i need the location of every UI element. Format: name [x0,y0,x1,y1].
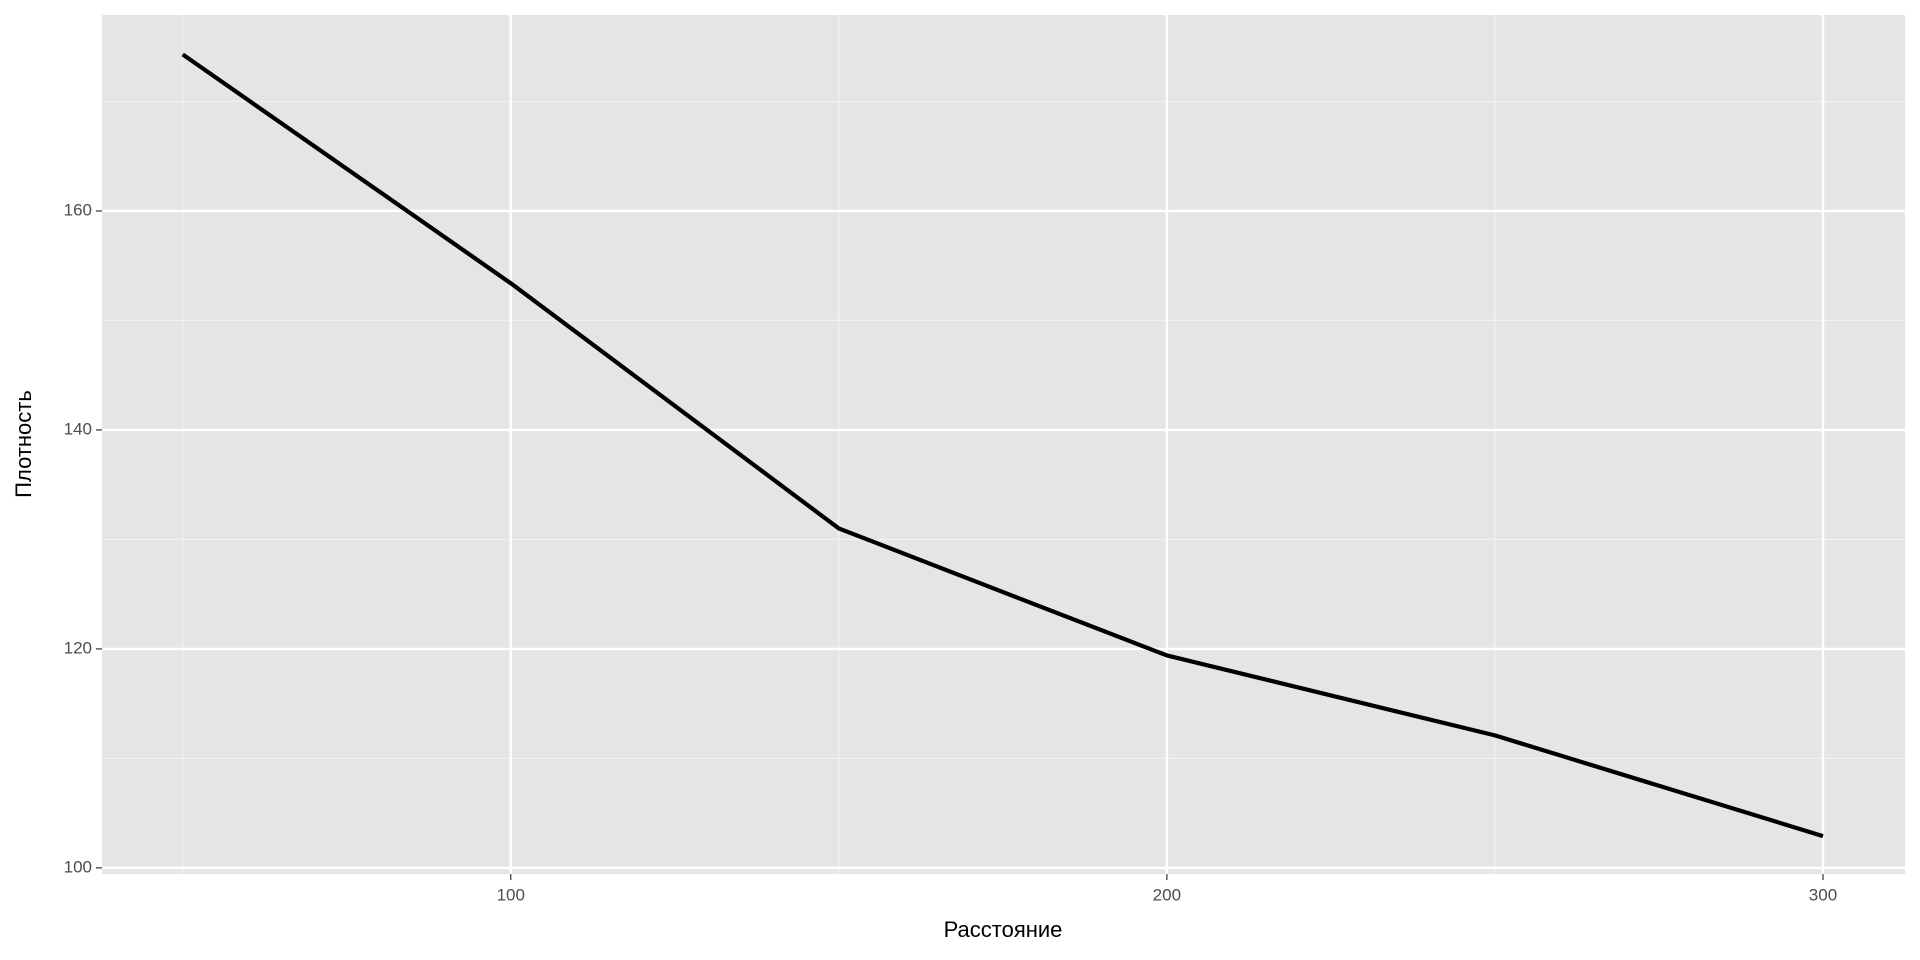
y-tick-label: 120 [64,638,92,657]
x-axis-title: Расстояние [944,917,1063,942]
y-tick-label: 140 [64,419,92,438]
x-tick-label: 200 [1153,885,1181,904]
x-tick-label: 300 [1809,885,1837,904]
line [181,52,1824,839]
y-tick-label: 100 [64,857,92,876]
x-tick-label: 100 [497,885,525,904]
y-axis-title: Плотность [11,390,36,498]
y-tick-label: 160 [64,200,92,219]
panel [102,15,1905,874]
